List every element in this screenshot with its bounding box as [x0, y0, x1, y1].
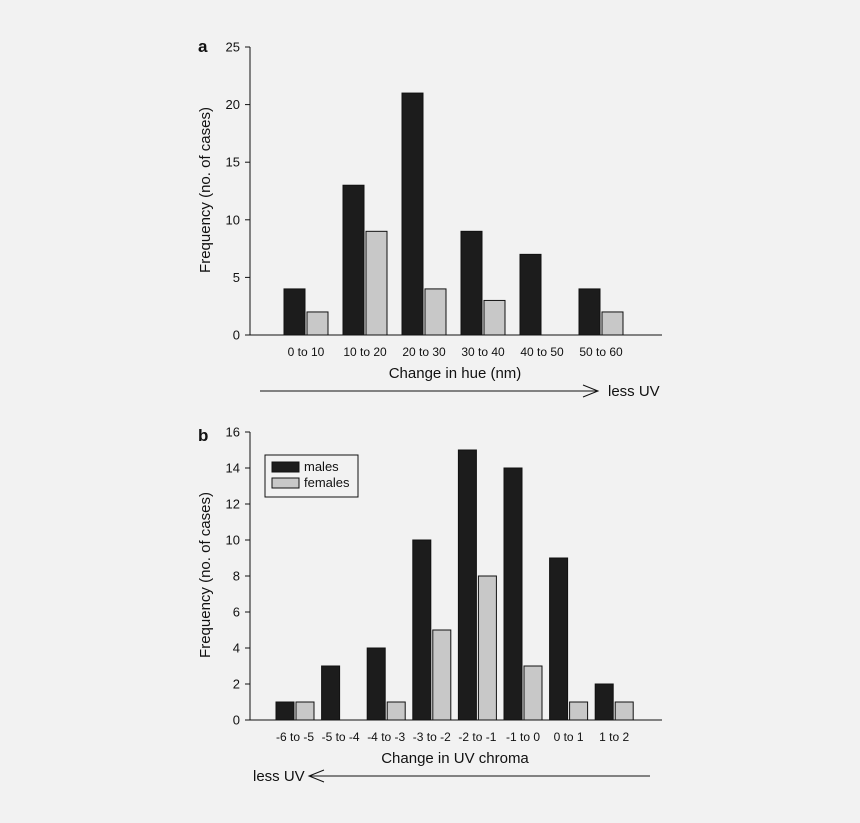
y-tick-label: 6: [233, 605, 240, 620]
panel-a-x-axis-title: Change in hue (nm): [389, 365, 522, 382]
y-tick-label: 8: [233, 569, 240, 584]
bar-males: [503, 467, 523, 721]
y-tick-label: 10: [226, 533, 240, 548]
x-tick-label: 50 to 60: [579, 345, 623, 359]
y-tick-label: 2: [233, 677, 240, 692]
bar-females: [477, 575, 497, 721]
bar-males: [401, 92, 424, 336]
y-tick-label: 0: [233, 713, 240, 728]
x-tick-label: 0 to 10: [288, 345, 325, 359]
y-tick-label: 25: [226, 40, 240, 55]
bar-females: [483, 299, 506, 336]
x-tick-label: -3 to -2: [413, 730, 451, 744]
panel-b-letter: b: [198, 426, 208, 445]
bar-females: [569, 701, 589, 721]
panel-b-y-axis-title: Frequency (no. of cases): [197, 492, 214, 658]
panel-a-less-uv-arrow: [260, 384, 600, 398]
legend-swatch-males: [271, 461, 300, 473]
bar-males: [549, 557, 569, 721]
bar-males: [457, 449, 477, 721]
bar-females: [601, 311, 624, 336]
bar-males: [342, 184, 365, 336]
panel-a-letter: a: [198, 37, 208, 56]
y-tick-label: 12: [226, 497, 240, 512]
legend-label-males: males: [304, 459, 339, 474]
panel-a: a Frequency (no. of cases) Change in hue…: [197, 37, 662, 400]
bar-females: [306, 311, 329, 336]
bar-males: [366, 647, 386, 721]
bar-males: [283, 288, 306, 336]
x-tick-label: -1 to 0: [506, 730, 540, 744]
x-tick-label: 1 to 2: [599, 730, 629, 744]
bar-males: [275, 701, 295, 721]
y-tick-label: 14: [226, 461, 240, 476]
legend: males females: [264, 454, 359, 498]
panel-b-less-uv-label: less UV: [253, 768, 305, 785]
arrow-head: [582, 384, 600, 398]
bar-females: [432, 629, 452, 721]
y-tick-label: 16: [226, 425, 240, 440]
bar-females: [386, 701, 406, 721]
bar-males: [321, 665, 341, 721]
y-tick-label: 20: [226, 97, 240, 112]
y-tick-label: 0: [233, 328, 240, 343]
bar-males: [578, 288, 601, 336]
x-tick-label: 20 to 30: [402, 345, 446, 359]
panel-b-x-axis-title: Change in UV chroma: [381, 750, 529, 767]
x-tick-label: 40 to 50: [520, 345, 564, 359]
bar-females: [614, 701, 634, 721]
bar-females: [295, 701, 315, 721]
x-tick-label: 30 to 40: [461, 345, 505, 359]
bar-females: [523, 665, 543, 721]
legend-swatch-females: [271, 477, 300, 489]
y-tick-label: 15: [226, 155, 240, 170]
panel-a-y-axis-title: Frequency (no. of cases): [197, 107, 214, 273]
x-tick-label: -5 to -4: [322, 730, 360, 744]
bar-females: [365, 230, 388, 336]
legend-label-females: females: [304, 475, 350, 490]
bar-males: [594, 683, 614, 721]
y-tick-label: 5: [233, 270, 240, 285]
panel-b: b Frequency (no. of cases) Change in UV …: [197, 425, 662, 785]
bar-females: [424, 288, 447, 336]
y-tick-label: 10: [226, 212, 240, 227]
y-tick-label: 4: [233, 641, 240, 656]
x-tick-label: 10 to 20: [343, 345, 387, 359]
arrow-head: [307, 769, 325, 783]
panel-b-less-uv-arrow: [307, 769, 650, 783]
x-tick-label: -2 to -1: [458, 730, 496, 744]
x-tick-label: -4 to -3: [367, 730, 405, 744]
bar-males: [412, 539, 432, 721]
bar-males: [519, 253, 542, 336]
x-tick-label: -6 to -5: [276, 730, 314, 744]
panel-a-less-uv-label: less UV: [608, 383, 660, 400]
x-tick-label: 0 to 1: [554, 730, 584, 744]
bar-males: [460, 230, 483, 336]
